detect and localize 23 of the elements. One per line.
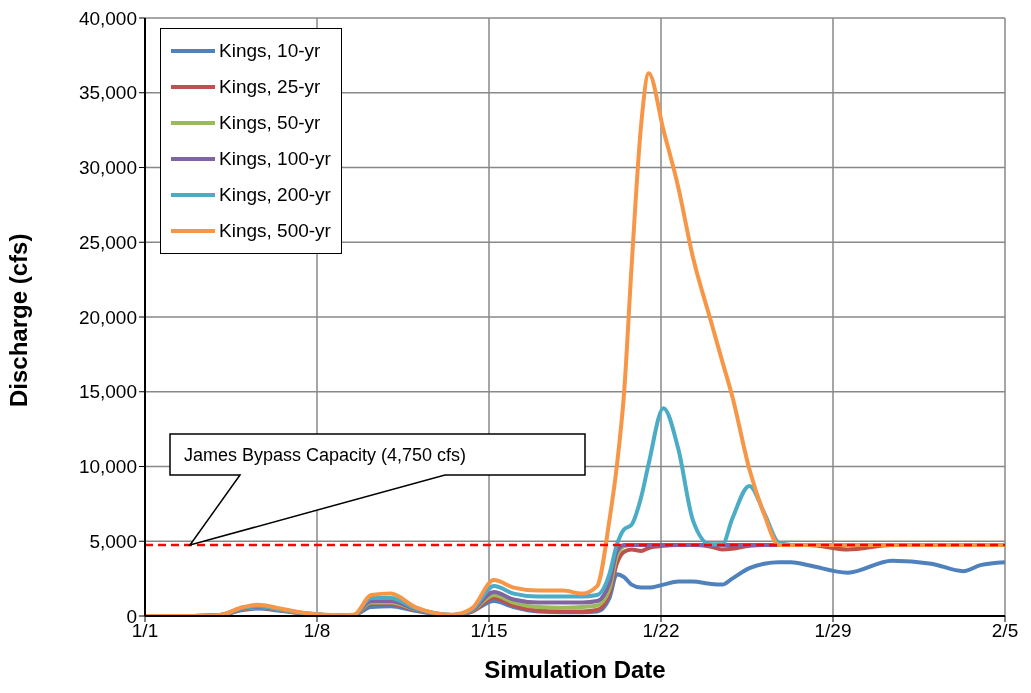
x-tick-label: 1/8 xyxy=(303,620,331,642)
y-tick-label: 10,000 xyxy=(78,456,137,478)
x-tick-label: 1/29 xyxy=(814,620,852,642)
x-tick-label: 1/22 xyxy=(642,620,680,642)
y-tick-label: 5,000 xyxy=(89,530,137,552)
x-tick-label: 2/5 xyxy=(991,620,1019,642)
y-tick-label: 35,000 xyxy=(78,82,137,104)
legend-label: Kings, 100-yr xyxy=(219,148,331,170)
legend-label: Kings, 10-yr xyxy=(219,40,321,62)
annotation: James Bypass Capacity (4,750 cfs) xyxy=(184,444,467,465)
x-axis-title: Simulation Date xyxy=(484,656,666,683)
y-tick-label: 20,000 xyxy=(78,306,137,328)
y-tick-label: 40,000 xyxy=(78,7,137,29)
x-tick-label: 1/15 xyxy=(470,620,508,642)
legend-label: Kings, 50-yr xyxy=(219,112,321,134)
y-tick-label: 15,000 xyxy=(78,381,137,403)
y-tick-label: 25,000 xyxy=(78,231,137,253)
callout-box: James Bypass Capacity (4,750 cfs) xyxy=(169,433,586,547)
y-tick-label: 30,000 xyxy=(78,157,137,179)
legend-label: Kings, 25-yr xyxy=(219,76,321,98)
legend-label: Kings, 500-yr xyxy=(219,220,331,242)
legend-label: Kings, 200-yr xyxy=(219,184,331,206)
y-axis-title: Discharge (cfs) xyxy=(4,233,32,407)
